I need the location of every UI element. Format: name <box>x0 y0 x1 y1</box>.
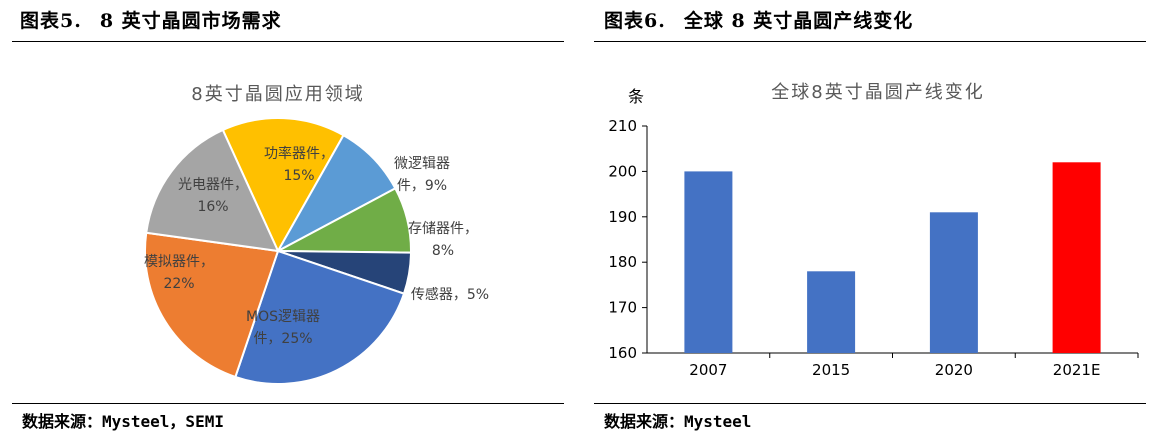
bar-2021E <box>1052 162 1101 353</box>
bar-y-tick-label: 180 <box>608 253 637 271</box>
pie-slice-6 <box>143 231 280 379</box>
bar-2015 <box>807 271 856 353</box>
bar-chart-title: 全球8英寸晶圆产线变化 <box>771 82 984 103</box>
left-bottom-rule <box>12 403 564 404</box>
pie-label-7: 光电器件， 16% <box>178 177 248 215</box>
pie-label-2: 微逻辑器件，9% <box>394 156 450 194</box>
pie-label-1: 功率器件， 15% <box>264 145 334 184</box>
bar-chart-ylabel: 条 <box>628 87 644 106</box>
pie-slice-5 <box>234 249 406 385</box>
left-top-rule <box>12 41 564 42</box>
bar-x-tick-label: 2020 <box>935 361 973 379</box>
bar-y-tick-label: 190 <box>608 208 637 226</box>
right-source: 数据来源：Mysteel <box>604 412 752 431</box>
pie-slice-7 <box>145 128 280 253</box>
pie-label-4: 传感器，5% <box>411 286 489 303</box>
right-figure-title: 图表6. 全球 8 英寸晶圆产线变化 <box>604 6 913 33</box>
pie-chart-panel: 8英寸晶圆应用领域 功率器件， 15% 微逻辑器件，9% 存储器件， 8% 传感器，5% M… <box>12 52 564 396</box>
right-figure-label: 图表6. <box>604 10 666 32</box>
bar-x-tick-label: 2015 <box>812 361 850 379</box>
right-top-rule <box>594 41 1146 42</box>
bar-2020 <box>929 212 978 353</box>
pie-chart: 8英寸晶圆应用领域 功率器件， 15% 微逻辑器件，9% 存储器件， 8% 传感器，5% M… <box>143 84 489 385</box>
right-figure-title-text: 全球 8 英寸晶圆产线变化 <box>683 10 914 32</box>
bar-y-tick-label: 210 <box>608 117 637 135</box>
bar-x-tick-label: 2007 <box>689 361 727 379</box>
bar-2007 <box>684 171 733 353</box>
left-figure-title-text: 8 英寸晶圆市场需求 <box>99 10 282 32</box>
bar-y-tick-label: 200 <box>608 162 637 180</box>
pie-slice-1 <box>221 117 345 254</box>
left-figure-label: 图表5. <box>20 10 82 32</box>
pie-label-5: MOS逻辑器件，25% <box>246 309 320 347</box>
pie-label-6: 模拟器件， 22% <box>144 254 214 292</box>
bar-y-tick-label: 170 <box>608 299 637 317</box>
left-source: 数据来源：Mysteel，SEMI <box>22 412 224 431</box>
left-figure-title: 图表5. 8 英寸晶圆市场需求 <box>20 6 282 33</box>
bar-chart-panel: 全球8英寸晶圆产线变化 条 160 170 180 190 200 210 2007 2015… <box>594 52 1146 396</box>
bar-chart: 全球8英寸晶圆产线变化 条 160 170 180 190 200 210 2007 2015… <box>608 82 1139 379</box>
bar-x-tick-label: 2021E <box>1053 361 1101 379</box>
right-bottom-rule <box>594 403 1146 404</box>
bar-y-tick-label: 160 <box>608 344 637 362</box>
pie-label-3: 存储器件， 8% <box>408 221 478 259</box>
pie-chart-title: 8英寸晶圆应用领域 <box>191 84 364 105</box>
